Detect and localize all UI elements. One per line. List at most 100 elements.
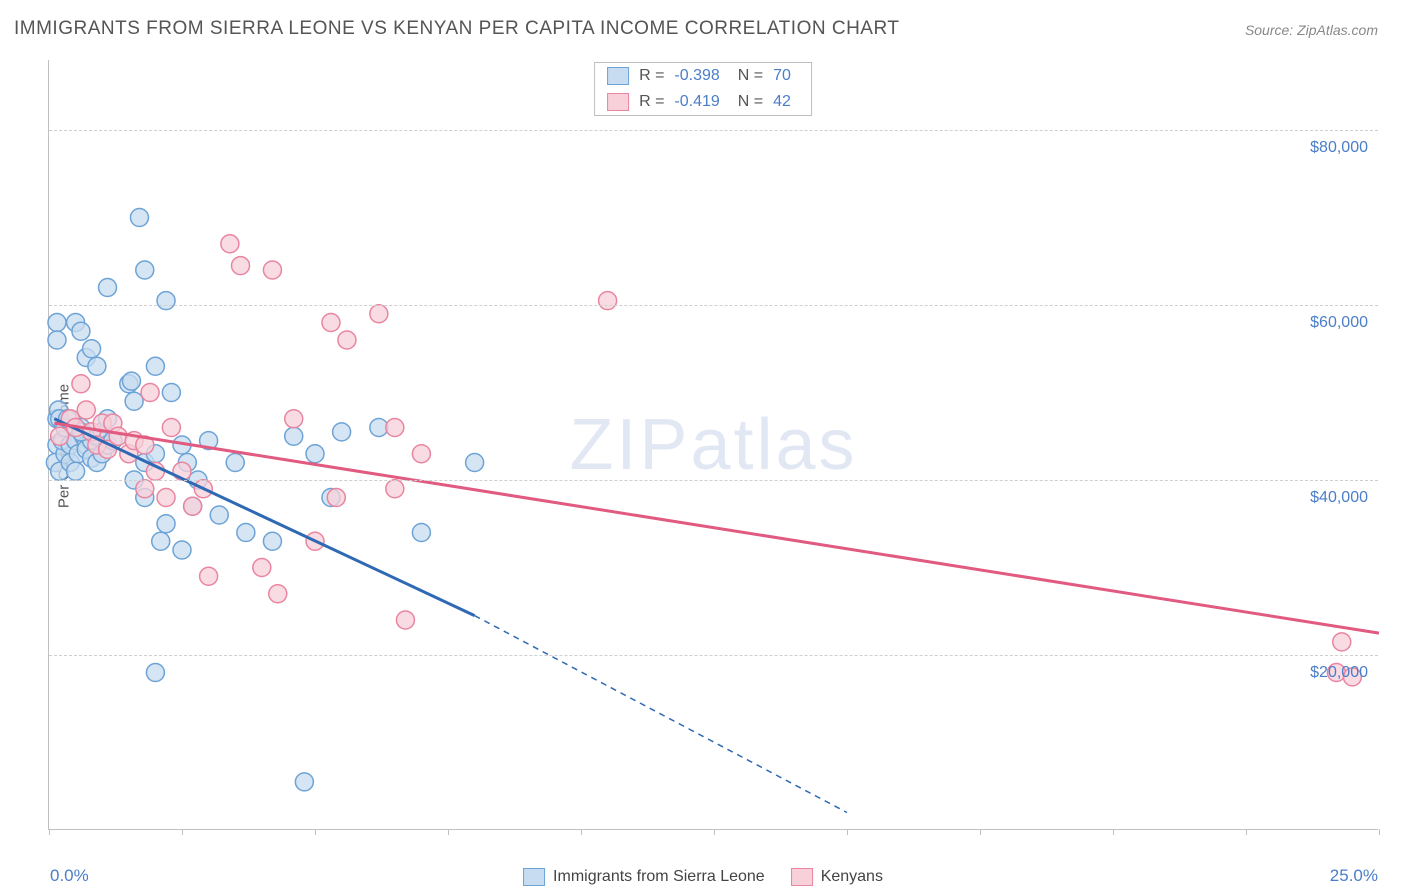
data-point	[1333, 633, 1351, 651]
data-point	[157, 292, 175, 310]
data-point	[327, 489, 345, 507]
n-value: 70	[773, 67, 791, 85]
x-tick	[581, 829, 582, 835]
r-value: -0.419	[674, 93, 719, 111]
legend-swatch	[791, 868, 813, 886]
gridline	[49, 130, 1378, 131]
data-point	[263, 532, 281, 550]
legend-stats-row: R = -0.398 N = 70	[595, 63, 811, 89]
gridline	[49, 655, 1378, 656]
data-point	[386, 419, 404, 437]
trend-line-extrapolated	[475, 616, 847, 813]
data-point	[146, 664, 164, 682]
data-point	[130, 209, 148, 227]
data-point	[67, 462, 85, 480]
data-point	[109, 427, 127, 445]
data-point	[210, 506, 228, 524]
legend-swatch	[607, 93, 629, 111]
data-point	[412, 445, 430, 463]
data-point	[333, 423, 351, 441]
n-value: 42	[773, 93, 791, 111]
data-point	[370, 305, 388, 323]
data-point	[83, 340, 101, 358]
x-axis-max-label: 25.0%	[1330, 866, 1378, 886]
r-value: -0.398	[674, 67, 719, 85]
data-point	[396, 611, 414, 629]
legend-stats-box: R = -0.398 N = 70 R = -0.419 N = 42	[594, 62, 812, 116]
chart-title: IMMIGRANTS FROM SIERRA LEONE VS KENYAN P…	[14, 18, 899, 40]
x-tick	[714, 829, 715, 835]
data-point	[237, 524, 255, 542]
legend-series-item: Immigrants from Sierra Leone	[523, 868, 765, 886]
legend-swatch	[607, 67, 629, 85]
gridline	[49, 305, 1378, 306]
data-point	[173, 541, 191, 559]
legend-series-label: Kenyans	[821, 868, 883, 886]
data-point	[338, 331, 356, 349]
x-tick	[182, 829, 183, 835]
y-tick-label: $80,000	[1310, 139, 1368, 157]
x-axis-min-label: 0.0%	[50, 866, 89, 886]
r-label: R =	[639, 67, 664, 85]
legend-series: Immigrants from Sierra Leone Kenyans	[515, 868, 891, 886]
data-point	[200, 567, 218, 585]
x-tick	[980, 829, 981, 835]
y-tick-label: $60,000	[1310, 314, 1368, 332]
x-tick	[315, 829, 316, 835]
data-point	[386, 480, 404, 498]
x-tick	[49, 829, 50, 835]
x-tick	[448, 829, 449, 835]
data-point	[232, 257, 250, 275]
source-attribution: Source: ZipAtlas.com	[1245, 22, 1378, 38]
data-point	[412, 524, 430, 542]
data-point	[263, 261, 281, 279]
data-point	[285, 427, 303, 445]
data-point	[162, 419, 180, 437]
data-point	[99, 279, 117, 297]
legend-stats-row: R = -0.419 N = 42	[595, 89, 811, 115]
data-point	[77, 401, 95, 419]
x-tick	[1246, 829, 1247, 835]
data-point	[466, 454, 484, 472]
chart-area: ZIPatlas $20,000$40,000$60,000$80,000	[48, 60, 1378, 830]
scatter-plot-svg	[49, 60, 1378, 829]
x-tick	[847, 829, 848, 835]
data-point	[122, 372, 140, 390]
n-label: N =	[738, 67, 763, 85]
trend-line	[54, 419, 474, 616]
data-point	[88, 357, 106, 375]
data-point	[285, 410, 303, 428]
data-point	[599, 292, 617, 310]
n-label: N =	[738, 93, 763, 111]
data-point	[72, 322, 90, 340]
data-point	[157, 489, 175, 507]
data-point	[226, 454, 244, 472]
data-point	[136, 261, 154, 279]
data-point	[157, 515, 175, 533]
x-tick	[1113, 829, 1114, 835]
gridline	[49, 480, 1378, 481]
data-point	[146, 357, 164, 375]
legend-series-label: Immigrants from Sierra Leone	[553, 868, 765, 886]
data-point	[48, 314, 66, 332]
data-point	[184, 497, 202, 515]
data-point	[221, 235, 239, 253]
legend-swatch	[523, 868, 545, 886]
y-tick-label: $40,000	[1310, 489, 1368, 507]
data-point	[141, 384, 159, 402]
legend-series-item: Kenyans	[791, 868, 883, 886]
data-point	[269, 585, 287, 603]
y-tick-label: $20,000	[1310, 664, 1368, 682]
data-point	[125, 392, 143, 410]
data-point	[152, 532, 170, 550]
data-point	[162, 384, 180, 402]
data-point	[51, 427, 69, 445]
data-point	[322, 314, 340, 332]
data-point	[295, 773, 313, 791]
data-point	[136, 480, 154, 498]
r-label: R =	[639, 93, 664, 111]
x-tick	[1379, 829, 1380, 835]
data-point	[306, 445, 324, 463]
data-point	[72, 375, 90, 393]
data-point	[48, 331, 66, 349]
